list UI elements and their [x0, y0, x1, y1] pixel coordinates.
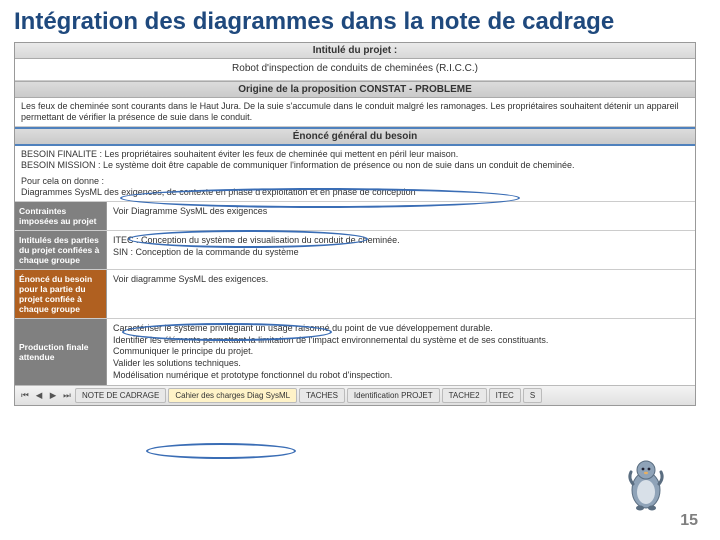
nav-last-icon[interactable]: ⏭: [61, 390, 73, 401]
label-parties: Intitulés des parties du projet confiées…: [15, 231, 107, 269]
enonce-line3: Pour cela on donne :: [21, 176, 689, 187]
parties-line1: ITEC : Conception du système de visualis…: [113, 235, 689, 247]
content-contraintes: Voir Diagramme SysML des exigences: [107, 202, 695, 230]
project-title: Robot d'inspection de conduits de chemin…: [15, 59, 695, 81]
content-parties: ITEC : Conception du système de visualis…: [107, 231, 695, 269]
slide: Intégration des diagrammes dans la note …: [0, 0, 720, 540]
enonce-line1: BESOIN FINALITE : Les propriétaires souh…: [21, 149, 689, 160]
parties-line2: SIN : Conception de la commande du systè…: [113, 247, 689, 259]
header-enonce: Énoncé général du besoin: [15, 127, 695, 146]
row-production: Production finale attendue Caractériser …: [15, 319, 695, 385]
document-screenshot: Intitulé du projet : Robot d'inspection …: [14, 42, 696, 406]
enonce-line4: Diagrammes SysML des exigences, de conte…: [21, 187, 689, 198]
nav-prev-icon[interactable]: ◀: [33, 390, 45, 401]
tab-itec[interactable]: ITEC: [489, 388, 521, 403]
label-production: Production finale attendue: [15, 319, 107, 385]
header-intitule: Intitulé du projet :: [15, 43, 695, 59]
content-besoin: Voir diagramme SysML des exigences.: [107, 270, 695, 318]
label-contraintes: Contraintes imposées au projet: [15, 202, 107, 230]
annotation-circle-4: [146, 443, 296, 459]
sheet-tabs-toolbar: ⏮ ◀ ▶ ⏭ NOTE DE CADRAGE Cahier des charg…: [15, 385, 695, 405]
row-parties: Intitulés des parties du projet confiées…: [15, 231, 695, 270]
origine-text: Les feux de cheminée sont courants dans …: [15, 98, 695, 128]
mascot-icon: [622, 454, 670, 512]
content-production: Caractériser le système privilégiant un …: [107, 319, 695, 385]
prod-line1: Caractériser le système privilégiant un …: [113, 323, 689, 335]
tab-taches[interactable]: TACHES: [299, 388, 345, 403]
nav-first-icon[interactable]: ⏮: [19, 390, 31, 401]
label-besoin: Énoncé du besoin pour la partie du proje…: [15, 270, 107, 318]
slide-title: Intégration des diagrammes dans la note …: [14, 8, 706, 36]
enonce-block: BESOIN FINALITE : Les propriétaires souh…: [15, 146, 695, 202]
tab-s[interactable]: S: [523, 388, 542, 403]
row-besoin: Énoncé du besoin pour la partie du proje…: [15, 270, 695, 319]
prod-line5: Modélisation numérique et prototype fonc…: [113, 370, 689, 382]
tab-tache2[interactable]: TACHE2: [442, 388, 487, 403]
row-contraintes: Contraintes imposées au projet Voir Diag…: [15, 202, 695, 231]
page-number: 15: [680, 512, 698, 530]
prod-line2: Identifier les éléments permettant la li…: [113, 335, 689, 347]
prod-line3: Communiquer le principe du projet.: [113, 346, 689, 358]
header-origine: Origine de la proposition CONSTAT - PROB…: [15, 81, 695, 98]
tab-note-cadrage[interactable]: NOTE DE CADRAGE: [75, 388, 166, 403]
tab-identification[interactable]: Identification PROJET: [347, 388, 440, 403]
tab-cahier-charges[interactable]: Cahier des charges Diag SysML: [168, 388, 297, 403]
prod-line4: Valider les solutions techniques.: [113, 358, 689, 370]
nav-next-icon[interactable]: ▶: [47, 390, 59, 401]
enonce-line2: BESOIN MISSION : Le système doit être ca…: [21, 160, 689, 171]
